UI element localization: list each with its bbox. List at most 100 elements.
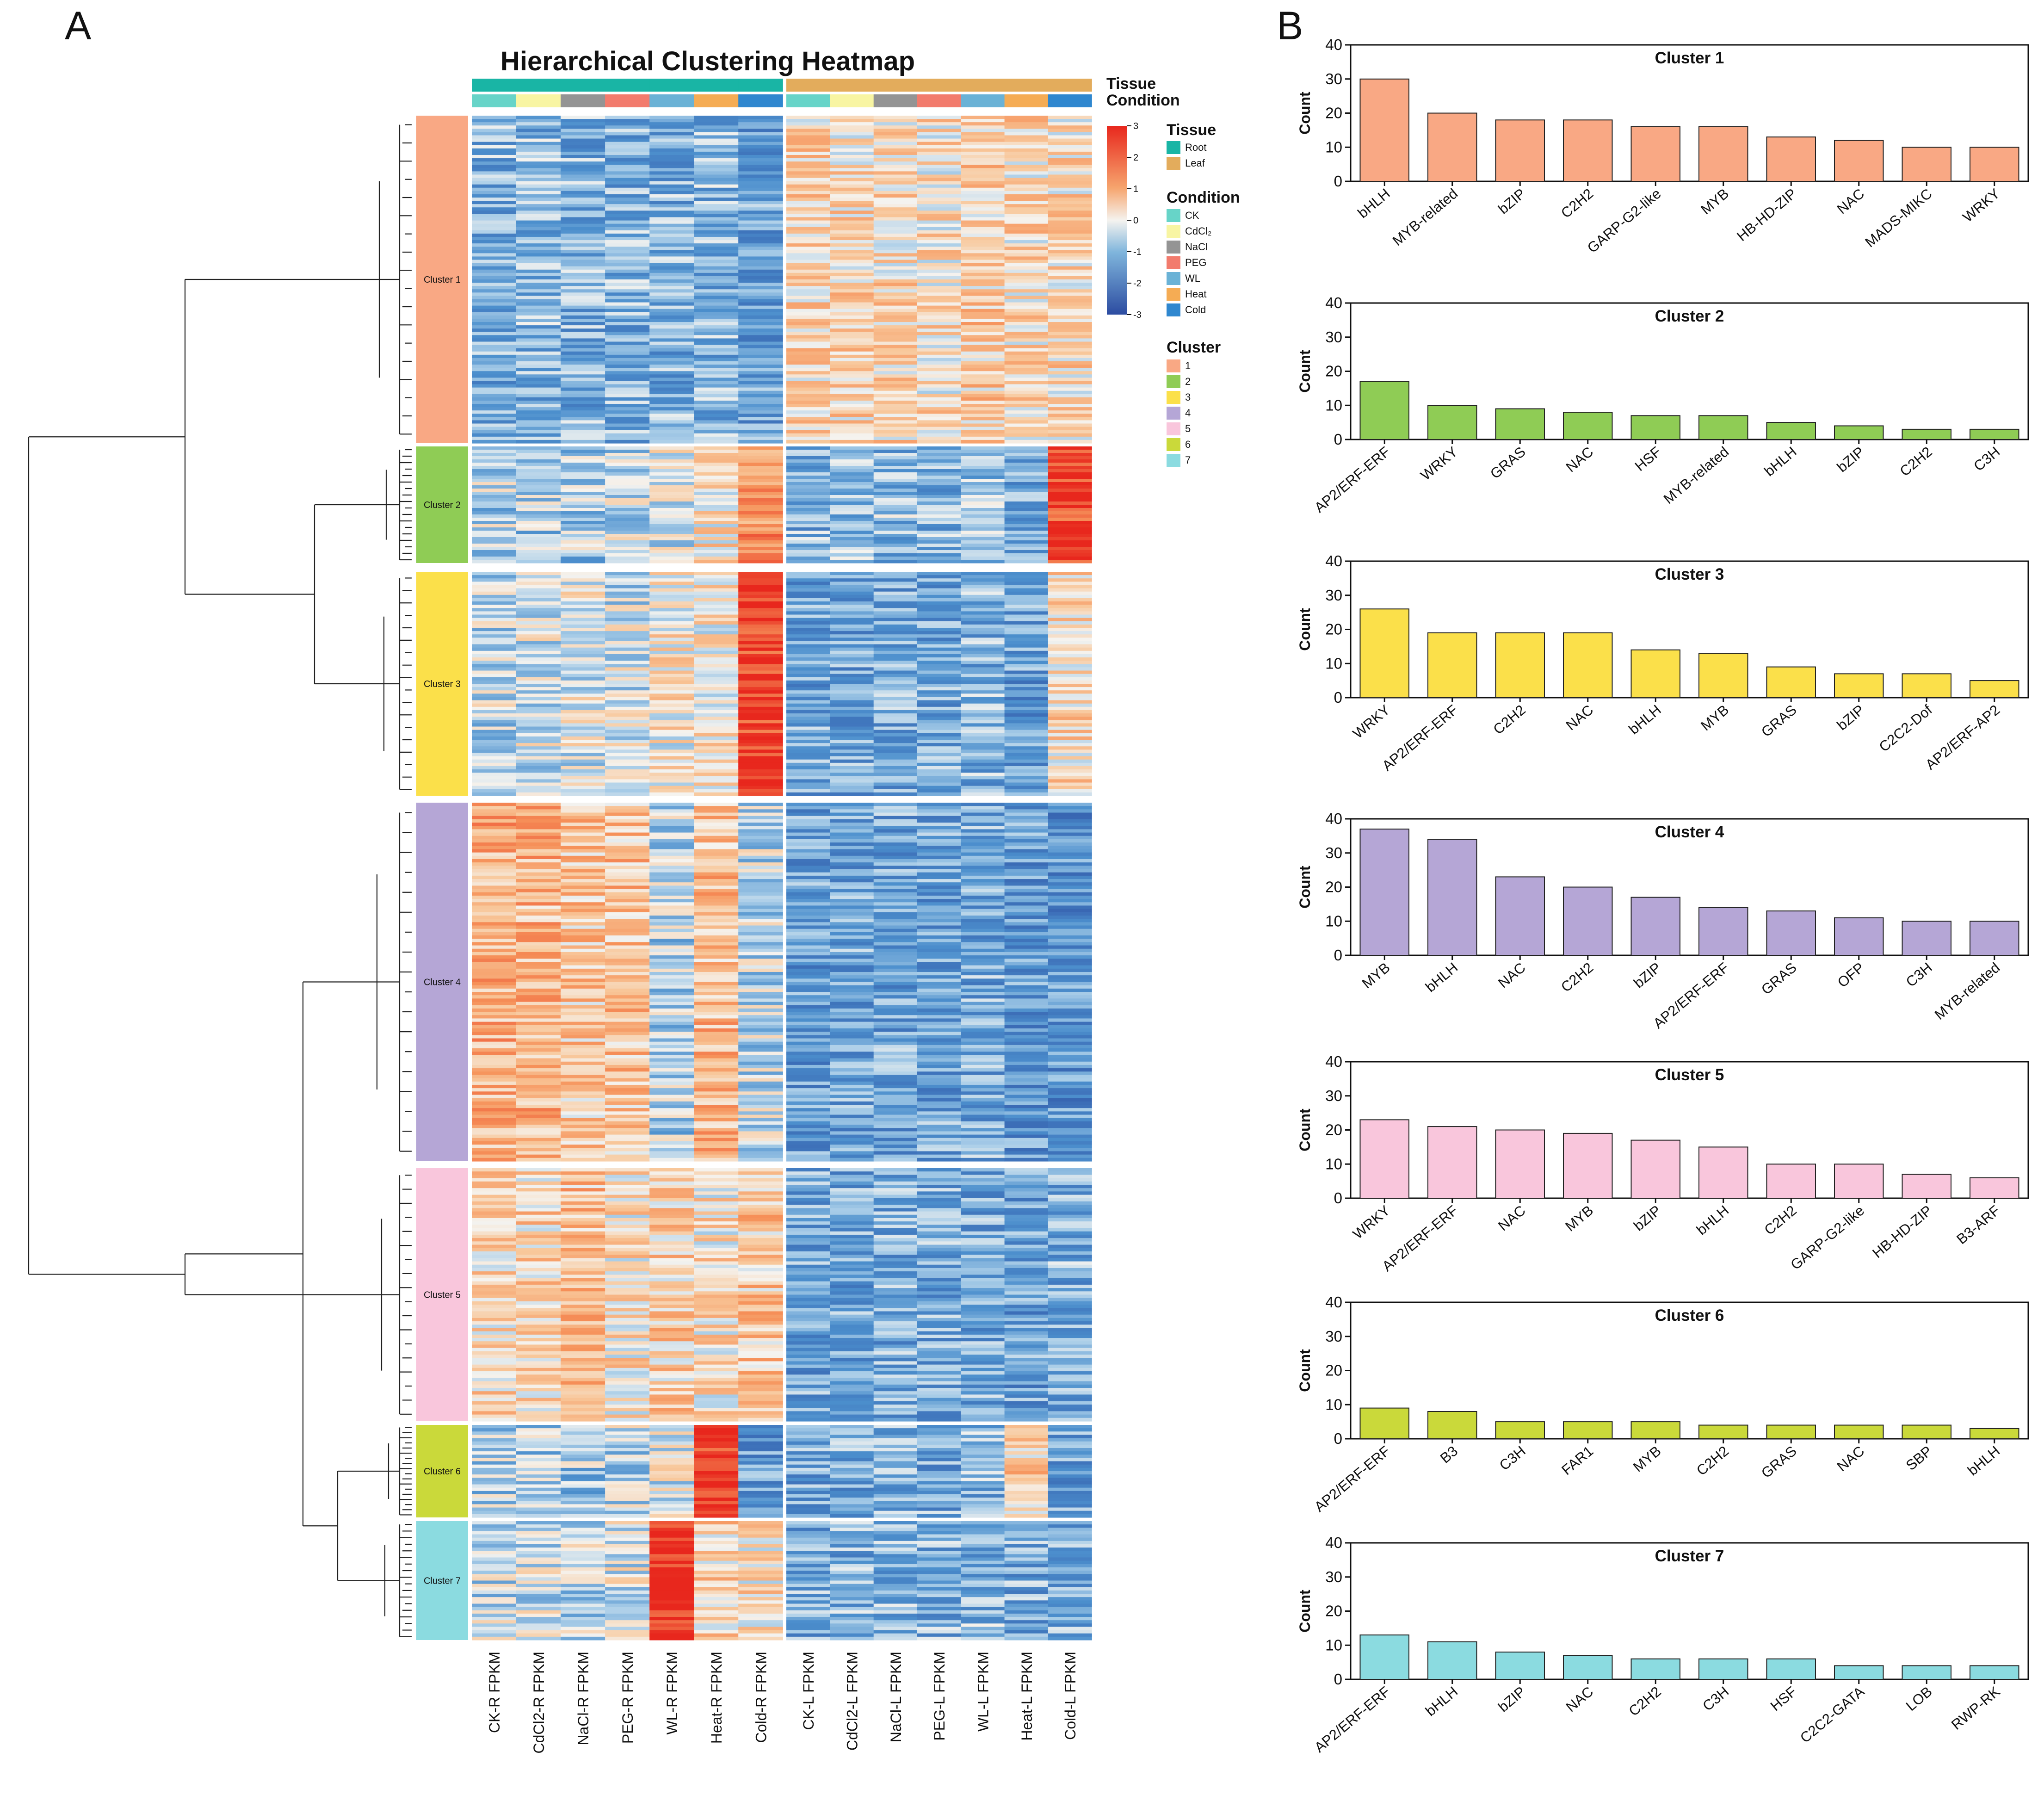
heatmap-cell <box>873 680 918 684</box>
heatmap-cell <box>961 407 1005 411</box>
heatmap-cell <box>830 792 874 796</box>
heatmap-cell <box>738 1111 783 1115</box>
heatmap-cell <box>873 759 918 763</box>
heatmap-cell <box>786 816 830 820</box>
heatmap-cell <box>1048 407 1092 411</box>
heatmap-cell <box>472 1241 517 1245</box>
heatmap-cell <box>1048 1078 1092 1082</box>
heatmap-cell <box>830 1008 874 1012</box>
heatmap-cell <box>873 769 918 773</box>
heatmap-cell <box>516 184 561 188</box>
heatmap-cell <box>1048 547 1092 551</box>
heatmap-cell <box>694 371 739 375</box>
heatmap-cell <box>694 540 739 544</box>
heatmap-cell <box>605 1125 650 1128</box>
heatmap-cell <box>873 544 918 547</box>
heatmap-cell <box>605 427 650 431</box>
heatmap-cell <box>873 119 918 123</box>
heatmap-cell <box>472 181 517 185</box>
heatmap-cell <box>472 1141 517 1145</box>
heatmap-cell <box>1048 650 1092 655</box>
heatmap-cell <box>830 965 874 969</box>
heatmap-cell <box>561 1045 605 1049</box>
heatmap-cell <box>516 909 561 913</box>
heatmap-cell <box>516 1061 561 1065</box>
cluster-bar-6 <box>416 1425 468 1517</box>
heatmap-cell <box>561 1157 605 1162</box>
heatmap-cell <box>1004 959 1049 963</box>
heatmap-cell <box>1004 1148 1049 1152</box>
heatmap-cell <box>649 1081 694 1085</box>
heatmap-cell <box>917 717 961 720</box>
heatmap-cell <box>649 578 694 582</box>
heatmap-cell <box>516 654 561 658</box>
heatmap-cell <box>649 998 694 1003</box>
heatmap-cell <box>1048 129 1092 132</box>
heatmap-cell <box>738 1025 783 1029</box>
heatmap-cell <box>605 826 650 830</box>
heatmap-cell <box>961 687 1005 691</box>
heatmap-cell <box>472 942 517 946</box>
heatmap-cell <box>561 849 605 853</box>
heatmap-cell <box>605 693 650 698</box>
heatmap-cell <box>694 119 739 123</box>
heatmap-cell <box>873 560 918 563</box>
heatmap-cell <box>830 677 874 681</box>
heatmap-cell <box>786 450 830 453</box>
heatmap-cell <box>649 1255 694 1258</box>
heatmap-cell <box>961 1032 1005 1035</box>
heatmap-cell <box>649 664 694 668</box>
heatmap-cell <box>1004 404 1049 408</box>
heatmap-cell <box>561 826 605 830</box>
heatmap-cell <box>516 1065 561 1069</box>
heatmap-cell <box>561 776 605 780</box>
heatmap-cell <box>738 575 783 579</box>
heatmap-cell <box>873 866 918 870</box>
heatmap-cell <box>830 1108 874 1112</box>
heatmap-cell <box>830 181 874 185</box>
heatmap-cell <box>738 145 783 149</box>
heatmap-cell <box>917 534 961 538</box>
heatmap-cell <box>786 919 830 922</box>
heatmap-cell <box>1048 885 1092 890</box>
heatmap-cell <box>1004 155 1049 159</box>
heatmap-cell <box>786 194 830 198</box>
heatmap-cell <box>694 378 739 382</box>
heatmap-cell <box>605 450 650 453</box>
heatmap-cell <box>605 1005 650 1009</box>
heatmap-cell <box>738 809 783 813</box>
heatmap-cell <box>1004 614 1049 619</box>
heatmap-cell <box>472 328 517 332</box>
heatmap-cell <box>561 272 605 277</box>
heatmap-cell <box>649 674 694 678</box>
heatmap-cell <box>694 684 739 687</box>
heatmap-cell <box>561 905 605 910</box>
heatmap-cell <box>786 945 830 949</box>
heatmap-cell <box>472 1048 517 1052</box>
heatmap-cell <box>649 1041 694 1046</box>
heatmap-cell <box>1004 378 1049 382</box>
heatmap-cell <box>694 286 739 290</box>
heatmap-cell <box>516 524 561 528</box>
heatmap-cell <box>786 869 830 873</box>
heatmap-cell <box>1004 299 1049 303</box>
heatmap-cell <box>1048 736 1092 740</box>
heatmap-cell <box>786 892 830 896</box>
heatmap-cell <box>605 204 650 208</box>
heatmap-cell <box>605 1078 650 1082</box>
heatmap-cell <box>1004 654 1049 658</box>
heatmap-cell <box>561 1012 605 1015</box>
heatmap-cell <box>1004 982 1049 986</box>
heatmap-cell <box>873 305 918 309</box>
heatmap-cell <box>738 540 783 544</box>
heatmap-cell <box>830 753 874 757</box>
heatmap-cell <box>561 657 605 661</box>
heatmap-cell <box>786 348 830 352</box>
heatmap-cell <box>738 875 783 879</box>
heatmap-cell <box>561 296 605 300</box>
heatmap-cell <box>649 915 694 919</box>
heatmap-cell <box>738 1068 783 1072</box>
heatmap-cell <box>605 524 650 528</box>
heatmap-cell <box>738 560 783 563</box>
heatmap-cell <box>1048 230 1092 234</box>
